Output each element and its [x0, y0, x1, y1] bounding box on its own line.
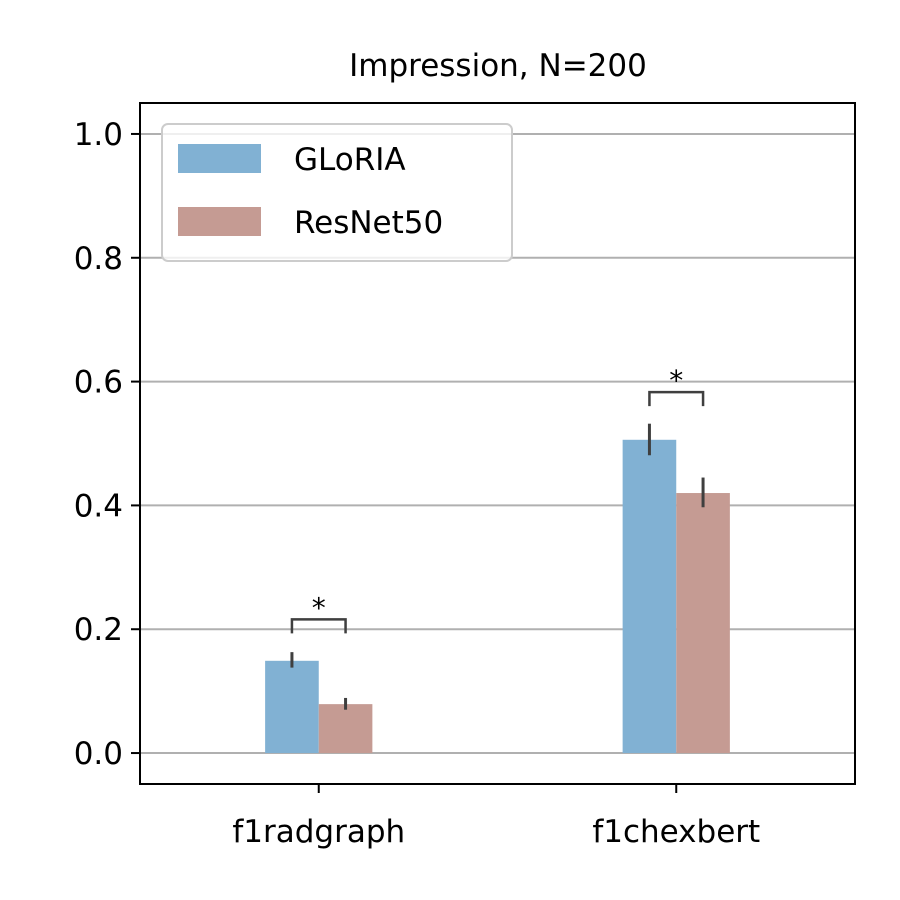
significance-bracket [648, 390, 705, 407]
significance-label: * [312, 591, 326, 624]
significance-label: * [669, 364, 683, 397]
chart-title: Impression, N=200 [349, 48, 647, 84]
y-tick-label: 0.4 [74, 488, 123, 524]
y-tick-label: 0.8 [74, 241, 123, 277]
y-axis: 0.0 0.2 0.4 0.6 0.8 1.0 [74, 117, 140, 772]
significance-brackets: ** [290, 364, 705, 634]
bar-resnet50-f1radgraph [318, 704, 373, 754]
x-axis: f1radgraph f1chexbert [232, 784, 760, 850]
y-tick-label: 1.0 [74, 117, 123, 153]
bars [265, 439, 730, 754]
y-tick-label: 0.2 [74, 612, 123, 648]
x-tick-label: f1chexbert [592, 814, 760, 850]
legend: GLoRIA ResNet50 [161, 123, 513, 262]
legend-swatch-gloria [178, 144, 261, 173]
bar-resnet50-f1chexbert [676, 493, 730, 754]
bar-gloria-f1chexbert [622, 439, 677, 754]
plot-frame [139, 102, 856, 785]
x-tick-label: f1radgraph [232, 814, 405, 850]
legend-label-gloria: GLoRIA [294, 142, 406, 178]
bar-gloria-f1radgraph [265, 660, 319, 754]
y-tick-label: 0.0 [74, 736, 123, 772]
legend-label-resnet50: ResNet50 [294, 205, 443, 241]
significance-bracket [290, 618, 347, 634]
error-bars [290, 423, 705, 710]
legend-swatch-resnet50 [178, 207, 261, 236]
y-tick-label: 0.6 [74, 365, 123, 401]
